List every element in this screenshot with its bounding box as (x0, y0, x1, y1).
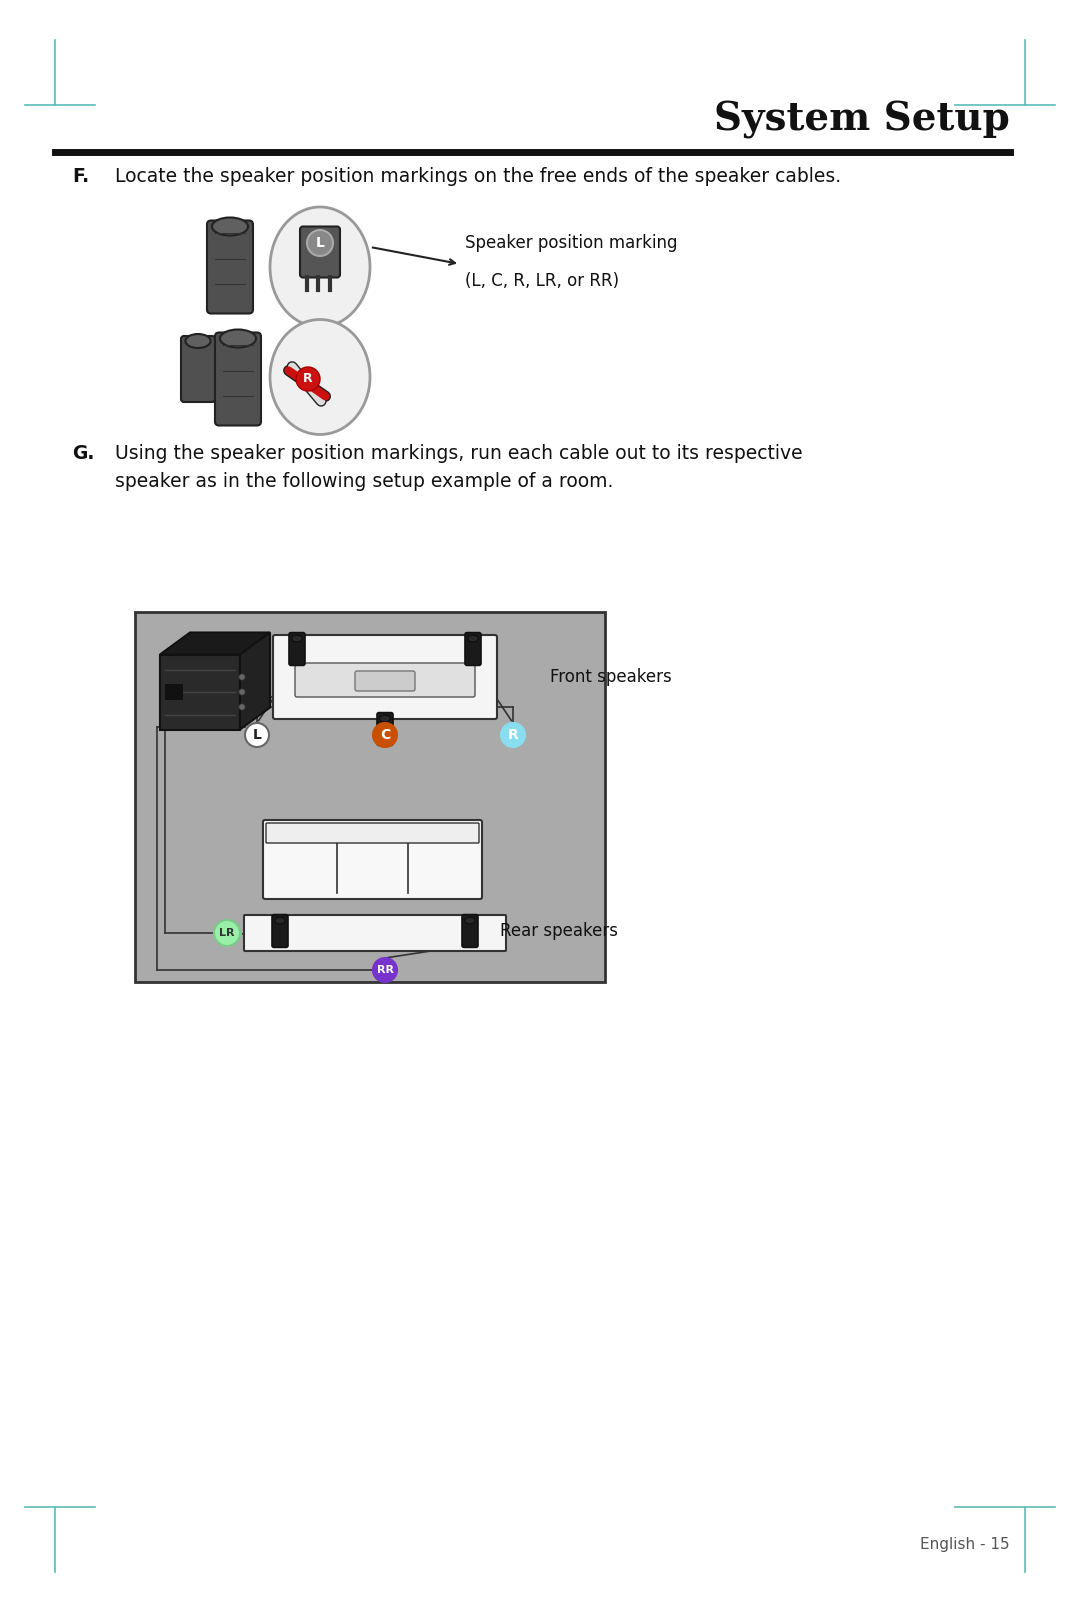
Circle shape (501, 724, 525, 746)
FancyBboxPatch shape (465, 632, 481, 666)
FancyBboxPatch shape (264, 821, 482, 899)
Circle shape (373, 958, 397, 982)
FancyBboxPatch shape (273, 635, 497, 719)
Ellipse shape (186, 334, 211, 348)
Text: G.: G. (72, 443, 94, 463)
Text: speaker as in the following setup example of a room.: speaker as in the following setup exampl… (114, 472, 613, 492)
Circle shape (307, 231, 333, 256)
Text: Locate the speaker position markings on the free ends of the speaker cables.: Locate the speaker position markings on … (114, 168, 841, 185)
FancyBboxPatch shape (377, 713, 393, 745)
Circle shape (296, 368, 320, 392)
FancyBboxPatch shape (355, 671, 415, 692)
Ellipse shape (274, 917, 285, 924)
Ellipse shape (468, 635, 478, 642)
Text: C: C (380, 729, 390, 742)
Text: L: L (253, 729, 261, 742)
FancyBboxPatch shape (462, 914, 478, 948)
Circle shape (239, 688, 245, 695)
Ellipse shape (379, 716, 390, 722)
Text: Speaker position marking: Speaker position marking (465, 234, 677, 251)
Text: R: R (508, 729, 518, 742)
Circle shape (373, 724, 397, 746)
Text: System Setup: System Setup (714, 102, 1010, 139)
Text: L: L (315, 235, 324, 250)
Circle shape (239, 704, 245, 709)
Text: (L, C, R, LR, or RR): (L, C, R, LR, or RR) (465, 272, 619, 290)
Circle shape (239, 674, 245, 680)
Bar (160, 654, 240, 730)
FancyBboxPatch shape (266, 824, 480, 843)
Text: R: R (303, 372, 313, 385)
FancyBboxPatch shape (244, 916, 507, 951)
FancyBboxPatch shape (289, 632, 305, 666)
Ellipse shape (220, 329, 256, 348)
Ellipse shape (212, 218, 248, 235)
FancyBboxPatch shape (215, 332, 261, 426)
Bar (165, 683, 183, 700)
Bar (135, 613, 605, 982)
Circle shape (214, 920, 240, 946)
Ellipse shape (270, 206, 370, 327)
Text: RR: RR (377, 966, 393, 975)
Ellipse shape (464, 917, 475, 924)
Circle shape (245, 724, 269, 746)
Text: Using the speaker position markings, run each cable out to its respective: Using the speaker position markings, run… (114, 443, 802, 463)
Ellipse shape (292, 635, 302, 642)
FancyBboxPatch shape (272, 914, 288, 948)
Text: Front speakers: Front speakers (550, 667, 672, 687)
FancyBboxPatch shape (181, 335, 215, 401)
Polygon shape (160, 632, 270, 654)
Polygon shape (240, 632, 270, 730)
FancyBboxPatch shape (300, 227, 340, 277)
Text: Rear speakers: Rear speakers (500, 922, 618, 940)
Ellipse shape (270, 319, 370, 435)
Text: LR: LR (219, 929, 234, 938)
Text: English - 15: English - 15 (920, 1536, 1010, 1551)
FancyBboxPatch shape (207, 221, 253, 313)
Text: F.: F. (72, 168, 90, 185)
FancyBboxPatch shape (295, 663, 475, 696)
